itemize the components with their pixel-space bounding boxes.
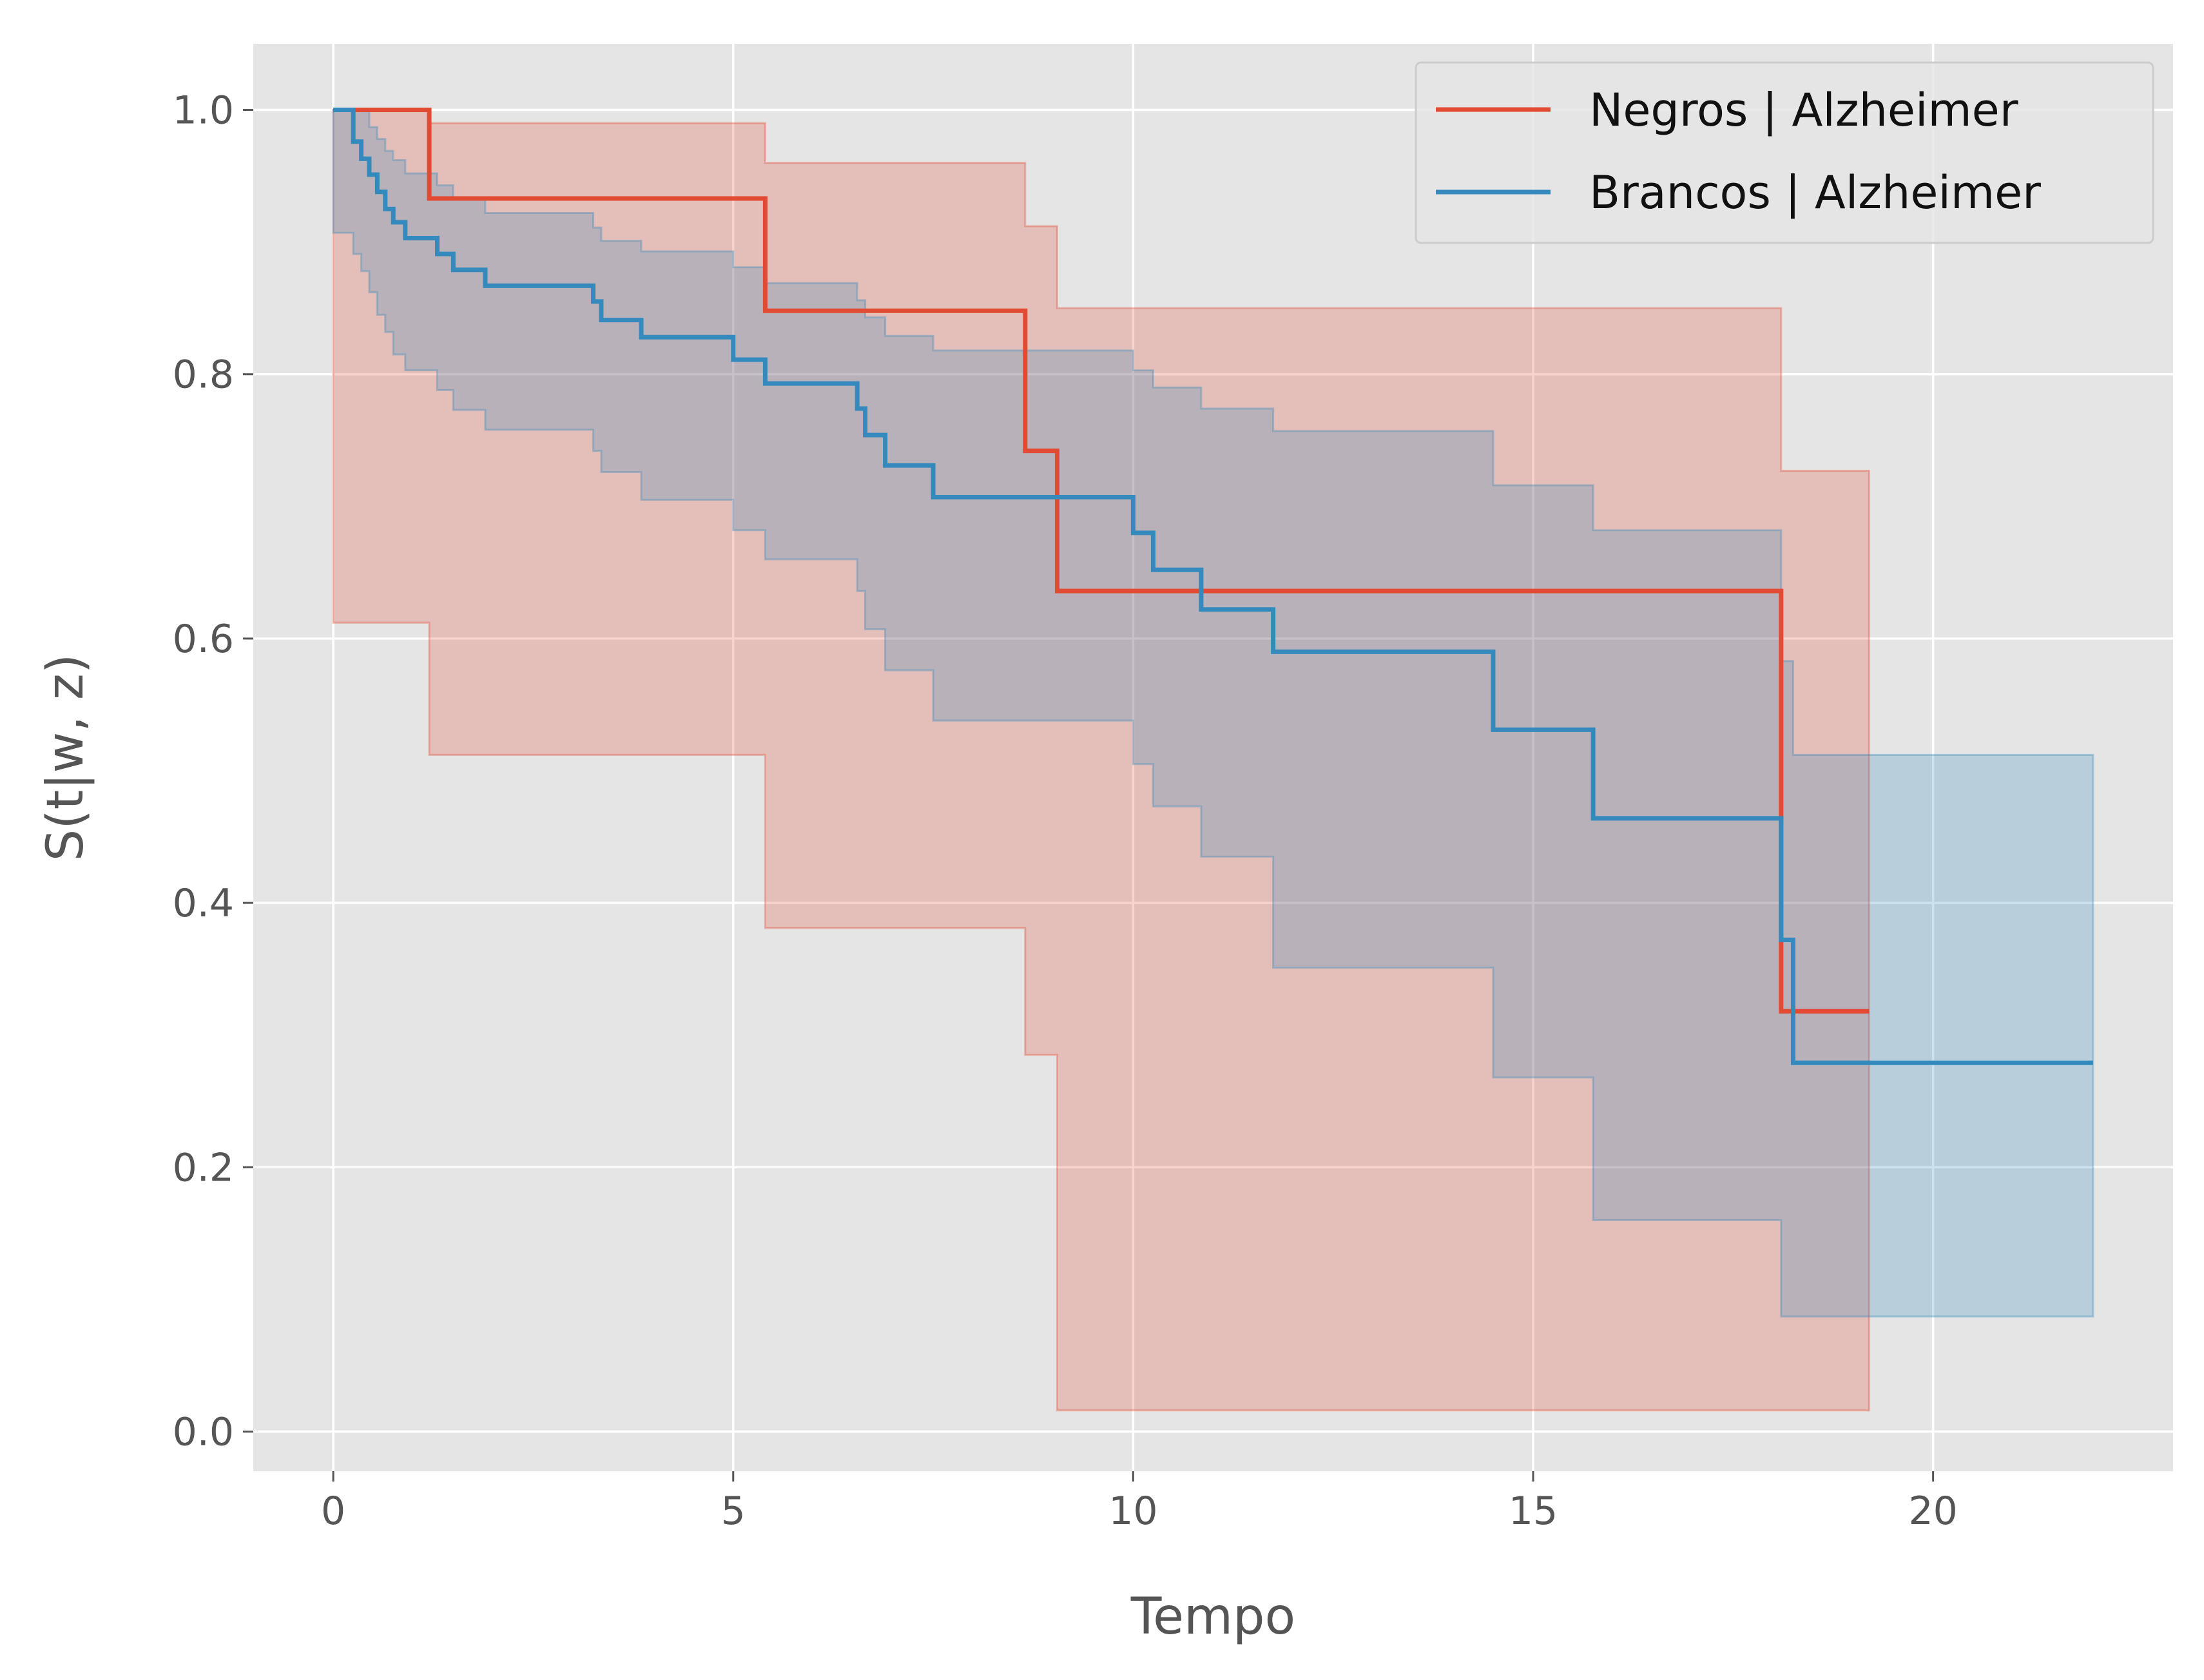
legend-label-brancos: Brancos | Alzheimer bbox=[1589, 166, 2041, 219]
confidence-bands bbox=[332, 109, 2094, 1412]
legend: Negros | Alzheimer Brancos | Alzheimer bbox=[1415, 61, 2154, 244]
survival-line-negros bbox=[333, 108, 1870, 1014]
y-tick-label: 0.6 bbox=[173, 617, 234, 662]
plot-background bbox=[253, 44, 2173, 1471]
x-tick-label: 10 bbox=[1108, 1489, 1157, 1534]
legend-box bbox=[1415, 61, 2154, 244]
y-tick-label: 1.0 bbox=[173, 88, 234, 133]
x-tick-label: 5 bbox=[721, 1489, 746, 1534]
survival-lines bbox=[333, 108, 2093, 1065]
x-tick-label: 20 bbox=[1908, 1489, 1957, 1534]
confidence-band-negros bbox=[332, 109, 1870, 1412]
y-tick-label: 0.8 bbox=[173, 352, 234, 398]
axis-ticks: 0 5 10 15 20 0.0 0.2 0.4 0.6 0.8 1.0 bbox=[173, 88, 1958, 1534]
x-tick-label: 0 bbox=[321, 1489, 345, 1534]
legend-label-negros: Negros | Alzheimer bbox=[1589, 84, 2018, 137]
y-tick-label: 0.0 bbox=[173, 1409, 234, 1454]
x-axis-label: Tempo bbox=[1130, 1588, 1296, 1646]
y-tick-label: 0.4 bbox=[173, 881, 234, 926]
y-tick-label: 0.2 bbox=[173, 1145, 234, 1190]
survival-line-brancos bbox=[333, 108, 2093, 1065]
confidence-band-brancos bbox=[332, 109, 2094, 1318]
y-axis-label: S(t|w, z) bbox=[37, 654, 95, 862]
x-tick-label: 15 bbox=[1509, 1489, 1558, 1534]
